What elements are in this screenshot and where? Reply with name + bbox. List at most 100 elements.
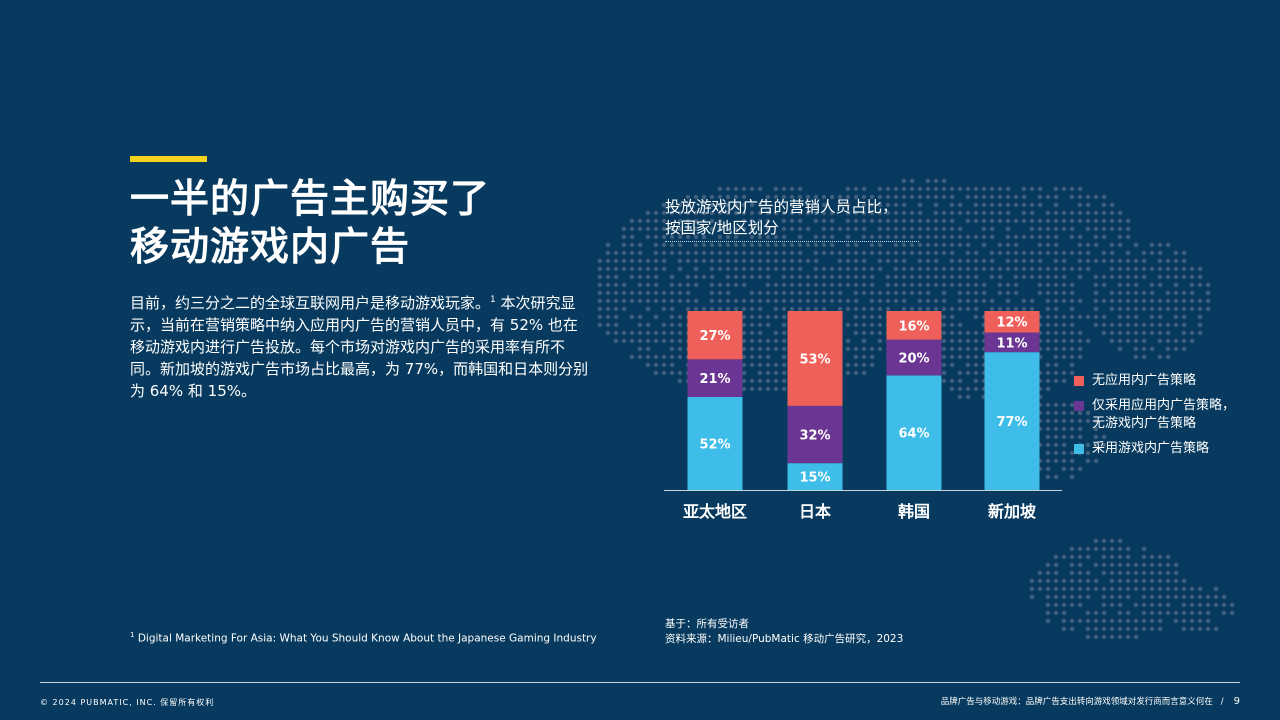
map-dot xyxy=(1141,338,1147,344)
map-dot xyxy=(1181,586,1187,592)
map-dot xyxy=(669,234,675,240)
map-dot xyxy=(1061,250,1067,256)
map-dot xyxy=(957,346,963,352)
map-dot xyxy=(709,274,715,280)
map-dot xyxy=(805,306,811,312)
map-dot xyxy=(1149,330,1155,336)
map-dot xyxy=(957,186,963,192)
map-dot xyxy=(1045,570,1051,576)
map-dot xyxy=(765,226,771,232)
data-label: 77% xyxy=(996,415,1027,430)
map-dot xyxy=(1061,330,1067,336)
map-dot xyxy=(1053,458,1059,464)
map-dot xyxy=(957,210,963,216)
map-dot xyxy=(1053,450,1059,456)
map-dot xyxy=(973,314,979,320)
map-dot xyxy=(877,322,883,328)
map-dot xyxy=(1189,602,1195,608)
map-dot xyxy=(669,250,675,256)
map-dot xyxy=(1005,290,1011,296)
map-dot xyxy=(901,234,907,240)
map-dot xyxy=(1061,186,1067,192)
map-dot xyxy=(989,218,995,224)
map-dot xyxy=(765,258,771,264)
map-dot xyxy=(1157,274,1163,280)
map-dot xyxy=(773,370,779,376)
map-dot xyxy=(1093,234,1099,240)
map-dot xyxy=(933,306,939,312)
map-dot xyxy=(797,242,803,248)
map-dot xyxy=(1181,266,1187,272)
map-dot xyxy=(1069,370,1075,376)
map-dot xyxy=(1149,266,1155,272)
map-dot xyxy=(1085,314,1091,320)
map-dot xyxy=(813,282,819,288)
map-dot xyxy=(845,234,851,240)
map-dot xyxy=(957,266,963,272)
map-dot xyxy=(661,330,667,336)
map-dot xyxy=(885,274,891,280)
map-dot xyxy=(933,178,939,184)
map-dot xyxy=(605,266,611,272)
map-dot xyxy=(869,282,875,288)
map-dot xyxy=(1117,338,1123,344)
map-dot xyxy=(901,210,907,216)
map-dot xyxy=(1125,306,1131,312)
map-dot xyxy=(1213,594,1219,600)
map-dot xyxy=(717,210,723,216)
category-label: 新加坡 xyxy=(988,502,1037,521)
map-dot xyxy=(893,202,899,208)
map-dot xyxy=(765,250,771,256)
map-dot xyxy=(725,250,731,256)
map-dot xyxy=(1101,330,1107,336)
map-dot xyxy=(933,250,939,256)
map-dot xyxy=(1133,282,1139,288)
map-dot xyxy=(1117,626,1123,632)
map-dot xyxy=(741,226,747,232)
map-dot xyxy=(781,354,787,360)
map-dot xyxy=(1197,306,1203,312)
map-dot xyxy=(1069,570,1075,576)
map-dot xyxy=(1077,618,1083,624)
map-dot xyxy=(781,282,787,288)
map-dot xyxy=(1117,242,1123,248)
map-dot xyxy=(1029,298,1035,304)
map-dot xyxy=(1021,202,1027,208)
map-dot xyxy=(917,234,923,240)
map-dot xyxy=(1029,202,1035,208)
map-dot xyxy=(989,274,995,280)
map-dot xyxy=(621,338,627,344)
map-dot xyxy=(709,290,715,296)
map-dot xyxy=(1093,538,1099,544)
map-dot xyxy=(1045,242,1051,248)
map-dot xyxy=(661,306,667,312)
map-dot xyxy=(709,210,715,216)
map-dot xyxy=(1053,586,1059,592)
map-dot xyxy=(997,290,1003,296)
map-dot xyxy=(877,314,883,320)
map-dot xyxy=(605,290,611,296)
map-dot xyxy=(741,274,747,280)
map-dot xyxy=(949,322,955,328)
map-dot xyxy=(1157,298,1163,304)
map-dot xyxy=(1005,186,1011,192)
map-dot xyxy=(941,218,947,224)
map-dot xyxy=(677,378,683,384)
map-dot xyxy=(1021,250,1027,256)
map-dot xyxy=(957,202,963,208)
map-dot xyxy=(1053,218,1059,224)
map-dot xyxy=(1077,570,1083,576)
map-dot xyxy=(1085,210,1091,216)
map-dot xyxy=(1053,234,1059,240)
map-dot xyxy=(1061,602,1067,608)
map-dot xyxy=(741,338,747,344)
data-label: 53% xyxy=(799,352,830,367)
map-dot xyxy=(1117,586,1123,592)
map-dot xyxy=(1157,594,1163,600)
map-dot xyxy=(605,298,611,304)
map-dot xyxy=(1149,578,1155,584)
map-dot xyxy=(749,202,755,208)
map-dot xyxy=(757,242,763,248)
map-dot xyxy=(1117,570,1123,576)
map-dot xyxy=(1021,234,1027,240)
